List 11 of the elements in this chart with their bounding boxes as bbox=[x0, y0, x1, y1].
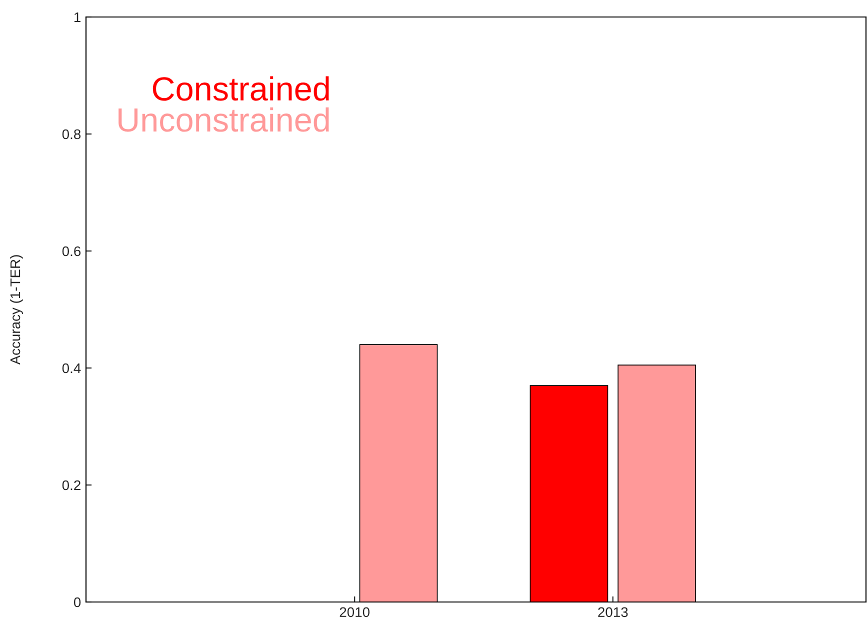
y-tick-label: 0.4 bbox=[62, 363, 81, 374]
y-axis-title: Accuracy (1-TER) bbox=[10, 255, 23, 365]
x-tick-label: 2010 bbox=[340, 607, 370, 618]
y-tick-label: 0.2 bbox=[62, 480, 80, 490]
x-tick-label: 2013 bbox=[598, 607, 628, 618]
y-tick-label: 0.8 bbox=[62, 129, 81, 140]
text: Unconstrained bbox=[118, 107, 329, 132]
y-tick-label: 0.6 bbox=[62, 246, 81, 256]
text: Constrained bbox=[152, 76, 329, 101]
y-tick-label: 0 bbox=[74, 597, 81, 608]
y-tick-label: 1 bbox=[74, 12, 80, 22]
